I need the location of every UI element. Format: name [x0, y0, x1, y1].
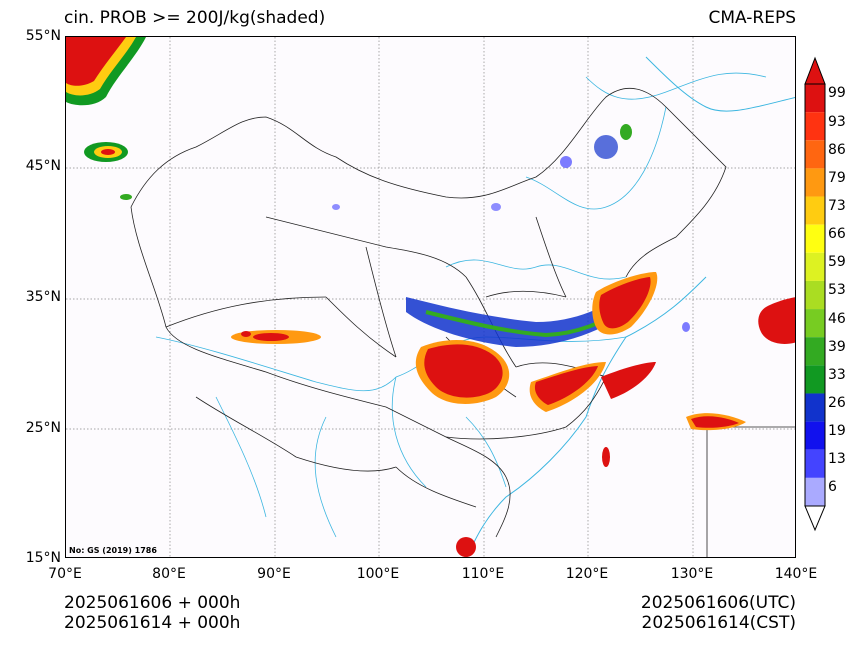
colorbar-label: 99 [828, 85, 846, 102]
lon-tick-110: 110°E [461, 566, 505, 582]
colorbar-top-arrow [804, 56, 826, 85]
colorbar-swatch [805, 477, 825, 506]
lon-tick-130: 130°E [670, 566, 714, 582]
colorbar-label: 73 [828, 197, 846, 214]
colorbar-label: 53 [828, 282, 846, 299]
forecast-time-left: 2025061606 + 000h 2025061614 + 000h [64, 593, 240, 633]
colorbar-swatch [805, 337, 825, 366]
coastline [466, 276, 707, 557]
colorbar-label: 79 [828, 169, 846, 186]
map-approval-note: No: GS (2019) 1786 [69, 546, 157, 555]
colorbar-label: 19 [828, 423, 846, 440]
gridlines [66, 37, 795, 557]
rivers [155, 72, 767, 538]
colorbar-label: 6 [828, 479, 837, 496]
colorbar-swatch [805, 140, 825, 169]
model-name: CMA-REPS [708, 8, 796, 28]
lat-tick-15: 15°N [25, 550, 61, 566]
colorbar-label: 46 [828, 310, 846, 327]
borders [130, 88, 795, 557]
lon-tick-120: 120°E [565, 566, 609, 582]
colorbar-swatch [805, 84, 825, 113]
colorbar-swatch [805, 196, 825, 225]
colorbar-label: 93 [828, 113, 846, 130]
init-time-utc: 2025061606(UTC) [640, 593, 796, 613]
colorbar [804, 56, 826, 532]
map-panel: No: GS (2019) 1786 [65, 36, 796, 558]
map-canvas [66, 37, 795, 557]
colorbar-swatch [805, 449, 825, 478]
forecast-time-cst-lead: 2025061614 + 000h [64, 613, 241, 633]
colorbar-swatch [805, 168, 825, 197]
colorbar-label: 39 [828, 338, 846, 355]
probability-field [66, 37, 795, 557]
chart-title: cin. PROB >= 200J/kg(shaded) [64, 8, 326, 28]
colorbar-swatch [805, 112, 825, 141]
lon-tick-100: 100°E [356, 566, 400, 582]
colorbar-bottom-arrow [804, 505, 826, 532]
lat-tick-45: 45°N [25, 158, 61, 174]
colorbar-label: 86 [828, 141, 846, 158]
lon-tick-140: 140°E [774, 566, 818, 582]
colorbar-swatch [805, 252, 825, 281]
colorbar-label: 13 [828, 451, 846, 468]
colorbar-swatch [805, 224, 825, 253]
coastline-north [645, 56, 795, 112]
lat-tick-25: 25°N [25, 420, 61, 436]
forecast-time-right: 2025061606(UTC) 2025061614(CST) [641, 593, 796, 633]
colorbar-label: 66 [828, 226, 846, 243]
colorbar-swatch [805, 280, 825, 310]
lon-tick-70: 70°E [48, 566, 82, 582]
colorbar-label: 33 [828, 366, 846, 383]
lon-tick-80: 80°E [152, 566, 186, 582]
colorbar-swatch [805, 393, 825, 422]
init-time-cst: 2025061614(CST) [641, 613, 796, 633]
forecast-time-utc-lead: 2025061606 + 000h [64, 593, 241, 613]
lat-tick-35: 35°N [25, 289, 61, 305]
colorbar-label: 26 [828, 394, 846, 411]
colorbar-swatch [805, 365, 825, 394]
lon-tick-90: 90°E [257, 566, 291, 582]
lat-tick-55: 55°N [25, 28, 61, 44]
colorbar-swatch [805, 421, 825, 450]
colorbar-swatch [805, 309, 825, 338]
colorbar-label: 59 [828, 254, 846, 271]
